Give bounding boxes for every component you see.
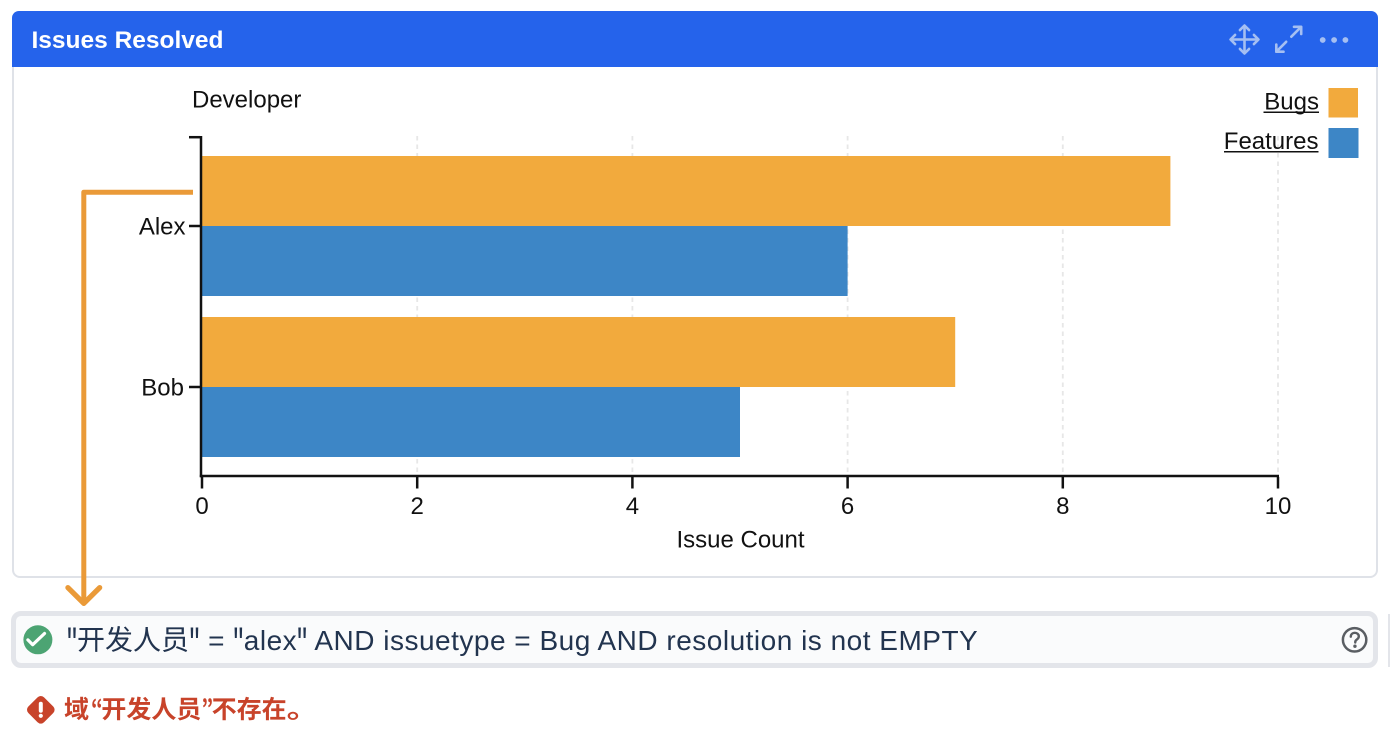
svg-text:Features: Features: [1224, 128, 1319, 155]
svg-text:0: 0: [195, 493, 208, 520]
svg-text:Issue Count: Issue Count: [676, 527, 804, 554]
svg-text:6: 6: [841, 493, 854, 520]
svg-text:Bob: Bob: [141, 375, 184, 402]
svg-text:Bugs: Bugs: [1264, 89, 1319, 116]
svg-text:8: 8: [1056, 493, 1069, 520]
svg-text:10: 10: [1265, 493, 1292, 520]
svg-text:Developer: Developer: [192, 87, 301, 114]
svg-text:2: 2: [411, 493, 424, 520]
svg-text:4: 4: [626, 493, 639, 520]
svg-text:Alex: Alex: [139, 214, 186, 241]
